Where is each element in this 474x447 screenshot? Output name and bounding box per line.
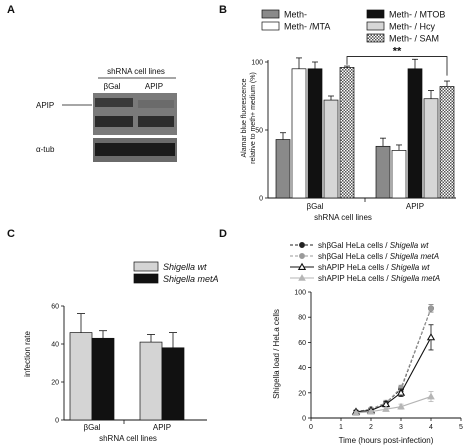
panel-letter-a: A [7,4,15,16]
panel-c-ylabel: infection rate [23,331,32,377]
data-point-sh-gal-hela-cells-shigella-meta [428,305,434,312]
panel-d-xtick-label: 4 [429,424,433,431]
legend-label-meth-mtob: Meth- / MTOB [389,10,445,20]
legend-strain-name: Shigella metA [390,252,439,261]
band-apip-bgal [95,98,133,107]
panel-b-ytick-label: 50 [255,128,263,135]
legend-swatch-meth [261,9,280,19]
legend-swatch-shigella-wt [133,261,159,272]
panel-d-xtick-label: 5 [459,424,463,431]
panel-d-ytick-label: 20 [298,390,306,397]
panel-b-ytick-label: 0 [259,196,263,203]
lane-label-apip: APIP [145,82,163,91]
legend-label-shapip-hela-cells-shigella-wt: shAPIP HeLa cells / Shigella wt [318,263,430,272]
panel-b-ylabel-line2: relative to meth+ medium (%) [250,72,257,164]
panel-b-xtick-label: APIP [406,202,424,211]
panel-c-xtick-label: βGal [83,423,100,432]
legend-label-shigella-meta: Shigella metA [163,274,219,284]
panel-d-ytick-label: 80 [298,315,306,322]
legend-strain-name: Shigella wt [390,241,429,250]
data-point-shapip-hela-cells-shigella-wt [426,333,436,341]
legend-label-shigella-wt: Shigella wt [163,262,207,272]
panel-c-ytick-label: 60 [51,304,59,311]
legend-swatch-meth-sam [366,33,385,43]
panel-d-plot: 0 20 40 60 80 100 0 1 2 3 4 5 [294,290,463,432]
panel-d-xtick-label: 2 [369,424,373,431]
legend-label-meth: Meth- [284,10,307,20]
band-label-tub: α-tub [36,145,55,154]
panel-b-xlabel: shRNA cell lines [314,213,372,222]
panel-d-xtick-label: 3 [399,424,403,431]
panel-b-plot: 0 50 100 βGal APIP ** [251,46,456,211]
legend-swatch-shigella-meta [133,273,159,284]
panel-d-ytick-label: 0 [302,416,306,423]
panel-d-xtick-label: 1 [339,424,343,431]
panel-d-xlabel: Time (hours post-infection) [339,436,434,445]
data-point-shapip-hela-cells-shigella-meta [352,409,360,416]
legend-strain-name: Shigella wt [391,263,430,272]
panel-c-xtick-label: APIP [153,423,171,432]
data-point-shapip-hela-cells-shigella-meta [397,402,405,410]
data-point-shapip-hela-cells-shigella-meta [427,392,435,400]
panel-letter-d: D [219,228,227,240]
panel-d-xtick-label: 0 [309,424,313,431]
legend-label-meth-hcy: Meth- / Hcy [389,22,436,32]
panel-d-ytick-label: 60 [298,340,306,347]
band-nonspecific-bgal [95,116,133,127]
panel-b-ylabel-line1: Alamar blue fluorescence [241,78,248,157]
legend-marker-sh-gal-hela-cells-shigella-meta [299,253,305,259]
legend-marker-sh-gal-hela-cells-shigella-wt [299,242,305,248]
lane-label-bgal: βGal [103,82,120,91]
significance-marker: ** [393,46,402,58]
panel-c-ytick-label: 20 [51,380,59,387]
data-point-shapip-hela-cells-shigella-wt [396,388,406,396]
band-nonspecific-apip [138,116,174,127]
panel-b-ytick-label: 100 [251,60,263,67]
panel-c-legend: Shigella wt Shigella metA [133,261,219,284]
panel-d-ytick-label: 100 [294,290,306,297]
legend-swatch-meth-mta [261,21,280,31]
panel-d-ytick-label: 40 [298,365,306,372]
panel-d-ylabel: Shigella load / HeLa cells [272,309,281,399]
band-tubulin [95,143,175,156]
data-point-shapip-hela-cells-shigella-meta [367,407,375,415]
panel-b-xtick-label: βGal [306,202,323,211]
panel-letter-b: B [219,4,227,16]
blot-header: shRNA cell lines [107,67,165,76]
legend-label-sh-gal-hela-cells-shigella-meta: shβGal HeLa cells / Shigella metA [318,252,439,261]
legend-marker-shapip-hela-cells-shigella-meta [298,274,306,281]
legend-swatch-meth-hcy [366,21,385,31]
legend-label-meth-sam: Meth- / SAM [389,34,439,44]
panel-b-legend: Meth- Meth- /MTA Meth- / MTOB Meth- / Hcy Me… [261,9,445,44]
panel-c-plot: 0 20 40 60 βGal APIP [51,304,207,432]
panel-c-xlabel: shRNA cell lines [99,434,157,443]
band-label-apip: APIP [36,101,54,110]
panel-d-legend: shβGal HeLa cells / Shigella wt shβGal He… [290,241,440,283]
significance-bracket [346,56,448,76]
panel-letter-c: C [7,228,15,240]
data-point-shapip-hela-cells-shigella-meta [382,405,390,412]
legend-label-sh-gal-hela-cells-shigella-wt: shβGal HeLa cells / Shigella wt [318,241,429,250]
legend-label-shapip-hela-cells-shigella-meta: shAPIP HeLa cells / Shigella metA [318,274,440,283]
legend-label-meth-mta: Meth- /MTA [284,22,330,32]
panel-c-ytick-label: 40 [51,342,59,349]
band-apip-apip [138,100,174,108]
legend-strain-name: Shigella metA [391,274,440,283]
series-line-sh-gal-hela-cells-shigella-wt [355,308,432,413]
legend-swatch-meth-mtob [366,9,385,19]
legend-marker-shapip-hela-cells-shigella-wt [297,262,307,270]
panel-c-ytick-label: 0 [55,418,59,425]
